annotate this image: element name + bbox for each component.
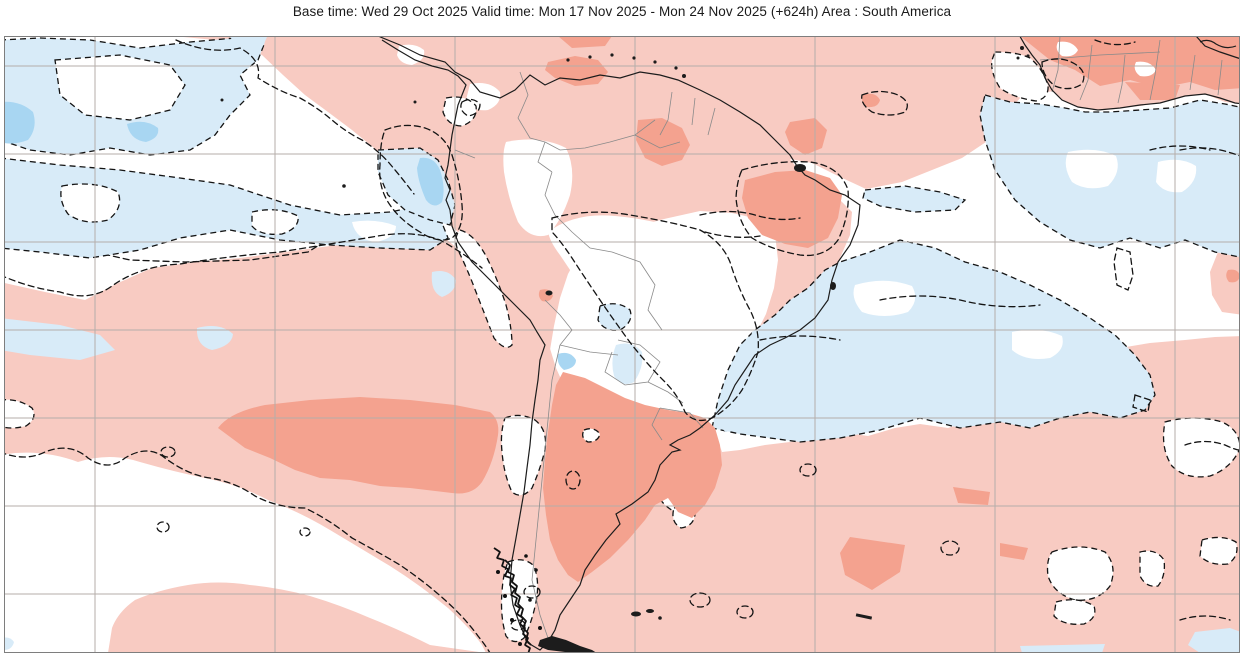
salmon-right-dot2 — [1132, 394, 1151, 413]
contour-right-mid — [1179, 147, 1240, 157]
cold-south-atlantic — [711, 239, 1156, 443]
salmon-ne-brazil — [742, 170, 842, 248]
warm-region-north — [173, 36, 1240, 420]
contour-south-pink-top — [4, 233, 483, 297]
contour-africa-ring — [1041, 58, 1085, 90]
warm-region-right-edge — [1210, 248, 1240, 315]
salmon-right-sliver — [1113, 247, 1134, 291]
cold-core-humboldt — [417, 157, 444, 206]
patagonia-terrain — [493, 547, 597, 653]
chart-title: Base time: Wed 29 Oct 2025 Valid time: M… — [292, 4, 952, 19]
contour-humboldt-ring — [379, 124, 463, 241]
contour-ring-plata — [799, 463, 817, 477]
country-borders — [454, 36, 1223, 639]
cold-paraguay2 — [612, 343, 643, 384]
contour-atlantic-white2 — [704, 231, 761, 238]
contour-guinea-inner — [1149, 145, 1211, 151]
coastline-africa — [1019, 36, 1240, 111]
map-frame — [4, 36, 1240, 653]
white-hole-br2 — [1053, 599, 1096, 625]
contour-satl-inner1 — [879, 295, 1041, 308]
white-ring-pampa — [582, 428, 601, 443]
coastlines — [220, 36, 1240, 653]
cold-coastal-peru — [431, 271, 456, 297]
contour-africa-top — [1094, 39, 1136, 46]
contour-ring-sw1 — [160, 446, 176, 458]
contour-sw-white-boundary — [4, 447, 491, 653]
strong-warm-regions — [218, 36, 1240, 590]
white-pacific-colombia — [442, 96, 477, 127]
cold-notch-top — [230, 37, 267, 50]
white-africa-hole2 — [1134, 61, 1156, 77]
contour-ring-sw3 — [299, 527, 311, 537]
cold-bottom-right2 — [1020, 644, 1105, 653]
white-hole-satl2 — [1012, 329, 1063, 359]
salmon-satl3 — [1000, 543, 1028, 560]
contour-ne-brazil-ring — [735, 161, 849, 257]
white-hole-right — [1162, 417, 1240, 478]
white-centralamerica — [397, 44, 425, 65]
salmon-amapa — [785, 118, 827, 155]
cold-band-pacific — [4, 157, 449, 259]
white-chile-coast — [500, 414, 547, 496]
contour-ring-sw2 — [156, 521, 170, 533]
coastline-top-right-islands — [1195, 36, 1240, 60]
cold-paraguay1 — [597, 303, 632, 331]
cold-core-nw1 — [4, 101, 35, 144]
coastline-south-america — [377, 36, 861, 651]
islands — [220, 46, 1030, 620]
contour-ring-arg1 — [565, 470, 581, 490]
white-hole-br1 — [1046, 546, 1114, 601]
cold-lobe-sw2 — [196, 326, 233, 350]
salmon-se-pacific — [218, 397, 499, 494]
cold-bottom-right1 — [1188, 628, 1240, 653]
salmon-satl1 — [840, 537, 905, 590]
white-hole-satl1 — [853, 280, 916, 316]
cold-core-nw-argentina — [557, 352, 576, 370]
contour-colombia-ring — [460, 98, 481, 117]
salmon-africa2 — [1125, 82, 1180, 100]
contour-ring-pat2 — [510, 619, 526, 631]
salmon-right-edge-dot — [1226, 269, 1240, 283]
white-central-brazil — [548, 215, 764, 430]
contour-guyana-ring — [861, 90, 908, 116]
white-hole-in-nw-blue — [54, 54, 186, 121]
white-southwest-pacific — [4, 452, 486, 653]
salmon-caribbean-top — [558, 36, 612, 48]
white-hole-guinea2 — [1156, 159, 1197, 193]
white-hole-guinea1 — [1065, 149, 1118, 189]
cold-lens-atlantic — [862, 185, 967, 213]
white-west-amazon — [503, 139, 573, 237]
cold-se-brazil-coast — [721, 328, 779, 432]
contour-ring-pat1 — [523, 585, 541, 599]
contour-right-bottom — [1179, 615, 1231, 621]
white-hole-br4 — [1199, 536, 1238, 565]
white-hole-band3 — [352, 220, 396, 242]
cold-bottom-left-dot — [4, 637, 14, 650]
contour-right-low — [1184, 440, 1240, 451]
contour-central-white-ring — [551, 211, 759, 422]
latitude-longitude-grid — [4, 36, 1240, 653]
contour-ring-falkland2 — [736, 605, 754, 619]
contour-ring-falkland — [689, 592, 711, 608]
contour-satl-inner2 — [759, 335, 841, 341]
white-hole-band1 — [60, 183, 121, 223]
contour-atlantic-white1 — [699, 210, 801, 221]
white-africa-hole1 — [1056, 41, 1078, 57]
salmon-argentina-uruguay — [543, 372, 722, 582]
contour-nw-boundary — [175, 39, 415, 195]
cold-lobe-sw1 — [4, 318, 115, 360]
white-colombia — [466, 83, 501, 111]
contour-ring-br — [940, 540, 960, 556]
cold-core-nw2 — [127, 121, 159, 142]
anomaly-contours — [4, 39, 1240, 653]
white-hole-br3 — [1139, 550, 1166, 587]
salmon-satl2 — [953, 487, 990, 505]
white-hole-left — [4, 399, 35, 429]
salmon-guyana-dot — [862, 93, 880, 108]
